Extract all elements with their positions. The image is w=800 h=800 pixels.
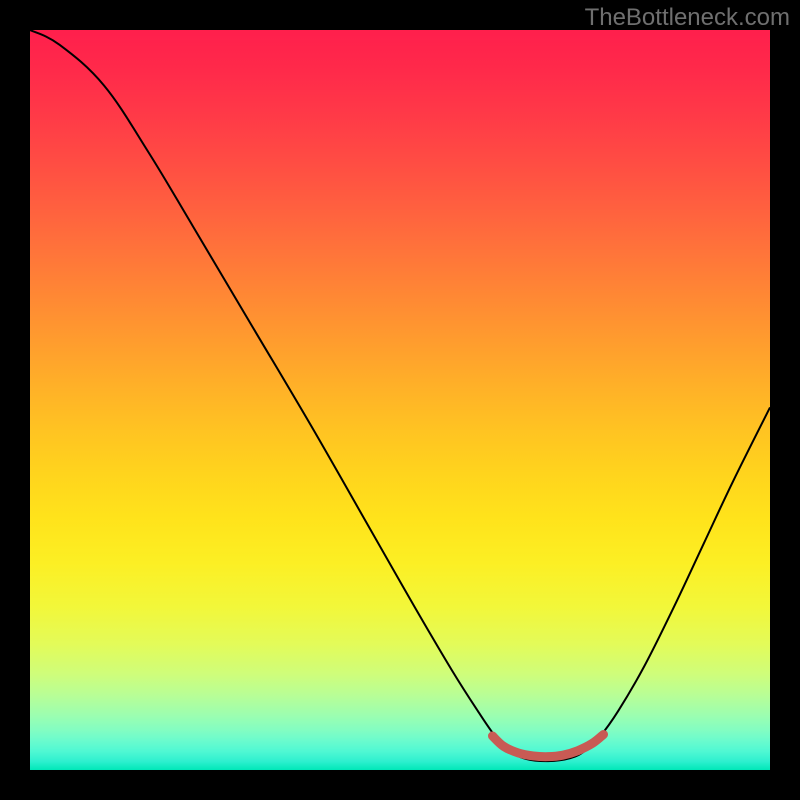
bottleneck-chart [30, 30, 770, 770]
plot-area [30, 30, 770, 770]
chart-canvas: TheBottleneck.com [0, 0, 800, 800]
watermark-text: TheBottleneck.com [585, 4, 790, 32]
